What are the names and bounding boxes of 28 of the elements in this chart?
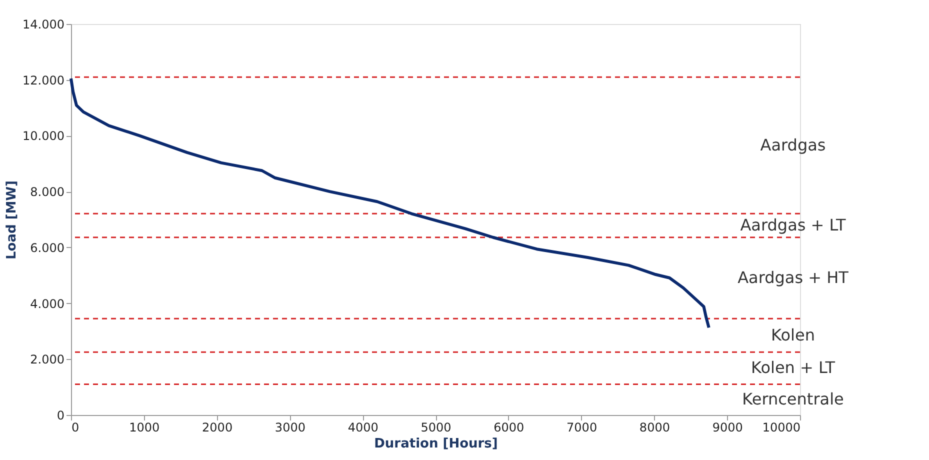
y-tick-label: 14.000 xyxy=(22,18,64,32)
annotation: Aardgas xyxy=(760,135,826,154)
annotation: Aardgas + HT xyxy=(738,268,849,288)
y-axis-title: Load [MW] xyxy=(4,180,20,260)
x-tick-label: 8000 xyxy=(639,420,670,434)
y-tick-label: 4.000 xyxy=(30,296,64,311)
y-tick-label: 2.000 xyxy=(30,352,64,367)
y-tick-label: 10.000 xyxy=(22,129,64,144)
x-tick-label: 0 xyxy=(72,420,80,434)
y-tick-label: 8.000 xyxy=(30,185,64,200)
x-tick-label: 3000 xyxy=(274,420,306,434)
x-tick-label: 4000 xyxy=(348,420,378,434)
x-tick-label: 10000 xyxy=(762,420,800,434)
x-axis-title: Duration [Hours] xyxy=(374,436,498,452)
annotation: Kolen xyxy=(771,325,815,344)
x-tick-label: 9000 xyxy=(712,420,743,434)
x-tick-label: 2000 xyxy=(202,420,233,434)
y-tick-label: 12.000 xyxy=(22,73,64,88)
y-tick-label: 0 xyxy=(56,408,64,422)
x-tick-label: 1000 xyxy=(129,420,160,434)
y-tick-label: 6.000 xyxy=(30,240,64,255)
annotation: Aardgas + LT xyxy=(740,216,846,235)
x-tick-label: 6000 xyxy=(494,420,524,434)
annotation: Kerncentrale xyxy=(742,390,844,409)
x-tick-label: 5000 xyxy=(420,420,452,434)
line-series xyxy=(70,76,710,330)
annotation: Kolen + LT xyxy=(751,358,836,378)
x-tick-label: 7000 xyxy=(566,420,598,434)
